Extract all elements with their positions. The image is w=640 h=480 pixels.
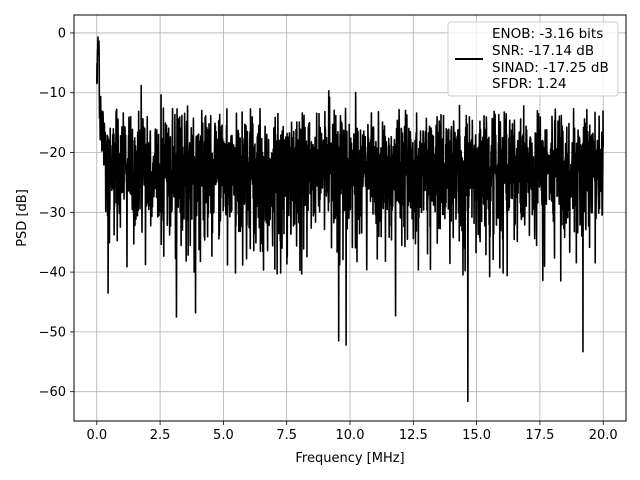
- x-axis-label: Frequency [MHz]: [295, 451, 404, 466]
- y-tick-label: −50: [39, 325, 66, 340]
- x-tick-label: 20.0: [589, 428, 618, 443]
- x-tick-label: 17.5: [525, 428, 554, 443]
- x-tick-label: 5.0: [213, 428, 234, 443]
- legend-entry-enob: ENOB: -3.16 bits: [492, 26, 603, 42]
- x-tick-label: 15.0: [462, 428, 491, 443]
- y-tick-label: −10: [39, 86, 66, 101]
- plot-area: [95, 36, 605, 403]
- x-tick-label: 2.5: [150, 428, 171, 443]
- legend-entry-sinad: SINAD: -17.25 dB: [492, 60, 609, 76]
- y-tick-label: −60: [39, 385, 66, 400]
- y-tick-label: −30: [39, 206, 66, 221]
- y-tick-label: 0: [58, 26, 66, 41]
- legend: ENOB: -3.16 bits SNR: -17.14 dB SINAD: -…: [447, 21, 619, 97]
- legend-entry-snr: SNR: -17.14 dB: [492, 43, 594, 59]
- y-tick-label: −20: [39, 146, 66, 161]
- x-tick-label: 10.0: [336, 428, 365, 443]
- x-tick-label: 7.5: [276, 428, 297, 443]
- y-axis-label: PSD [dB]: [15, 189, 30, 247]
- axis-ticks: 0.0 2.5 5.0 7.5 10.0 12.5 15.0 17.5 20.0 0 −10 −20 −…: [39, 26, 618, 443]
- legend-box: [447, 21, 619, 97]
- x-tick-label: 0.0: [86, 428, 107, 443]
- legend-entry-sfdr: SFDR: 1.24: [492, 76, 567, 92]
- psd-series-line: [95, 36, 605, 403]
- y-tick-label: −40: [39, 266, 66, 281]
- x-tick-label: 12.5: [399, 428, 428, 443]
